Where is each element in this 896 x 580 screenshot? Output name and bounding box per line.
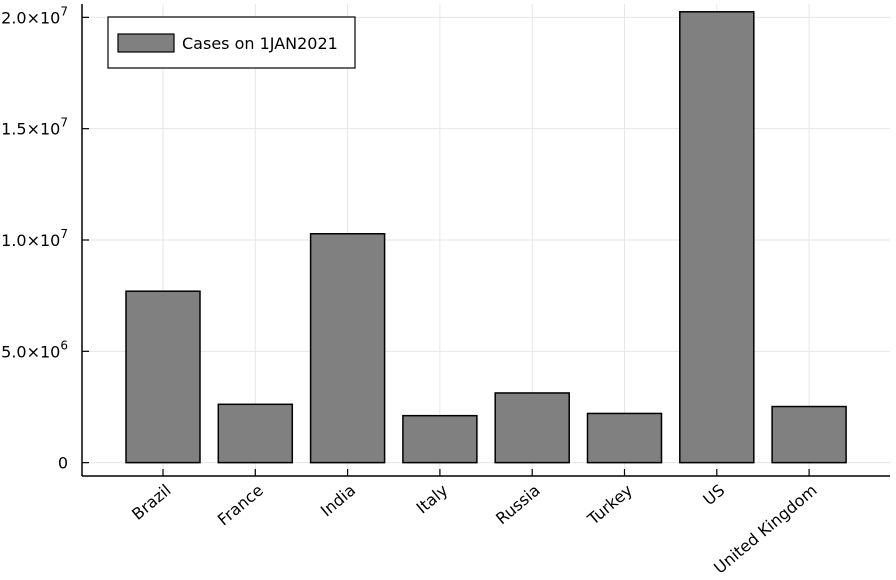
- y-tick-label: 2.0×107: [1, 4, 68, 27]
- x-tick-label: US: [699, 481, 728, 510]
- x-tick-label: Brazil: [128, 481, 174, 524]
- y-tick-label: 1.5×107: [1, 116, 68, 139]
- x-axis-ticks: Brazil France India Italy Russia Turkey USUnit…: [128, 469, 821, 578]
- bar-united-kingdom: [771, 405, 847, 464]
- bar-us: [679, 11, 755, 464]
- grid-lines: [82, 4, 890, 476]
- x-tick-label: India: [317, 481, 359, 521]
- legend: Cases on 1JAN2021: [107, 16, 356, 69]
- x-tick-label: Italy: [413, 481, 452, 518]
- legend-label: Cases on 1JAN2021: [182, 34, 338, 53]
- bar-india: [309, 233, 386, 464]
- bar-brazil: [125, 290, 201, 464]
- bar-russia: [494, 392, 570, 464]
- bar-turkey: [586, 412, 663, 464]
- y-tick-label: 1.0×107: [1, 227, 68, 250]
- bar-france: [217, 403, 294, 464]
- x-tick-label: Turkey: [583, 481, 636, 530]
- bar-italy: [402, 414, 478, 464]
- x-tick-label: Russia: [492, 481, 544, 529]
- y-tick-label: 5.0×106: [1, 338, 68, 361]
- y-axis-ticks: 0 5.0×106 1.0×107 1.5×107 2.0×107: [1, 4, 89, 473]
- legend-swatch: [117, 33, 175, 53]
- y-tick-label: 0: [58, 454, 68, 473]
- x-tick-label: France: [214, 481, 267, 530]
- bars: [125, 11, 847, 464]
